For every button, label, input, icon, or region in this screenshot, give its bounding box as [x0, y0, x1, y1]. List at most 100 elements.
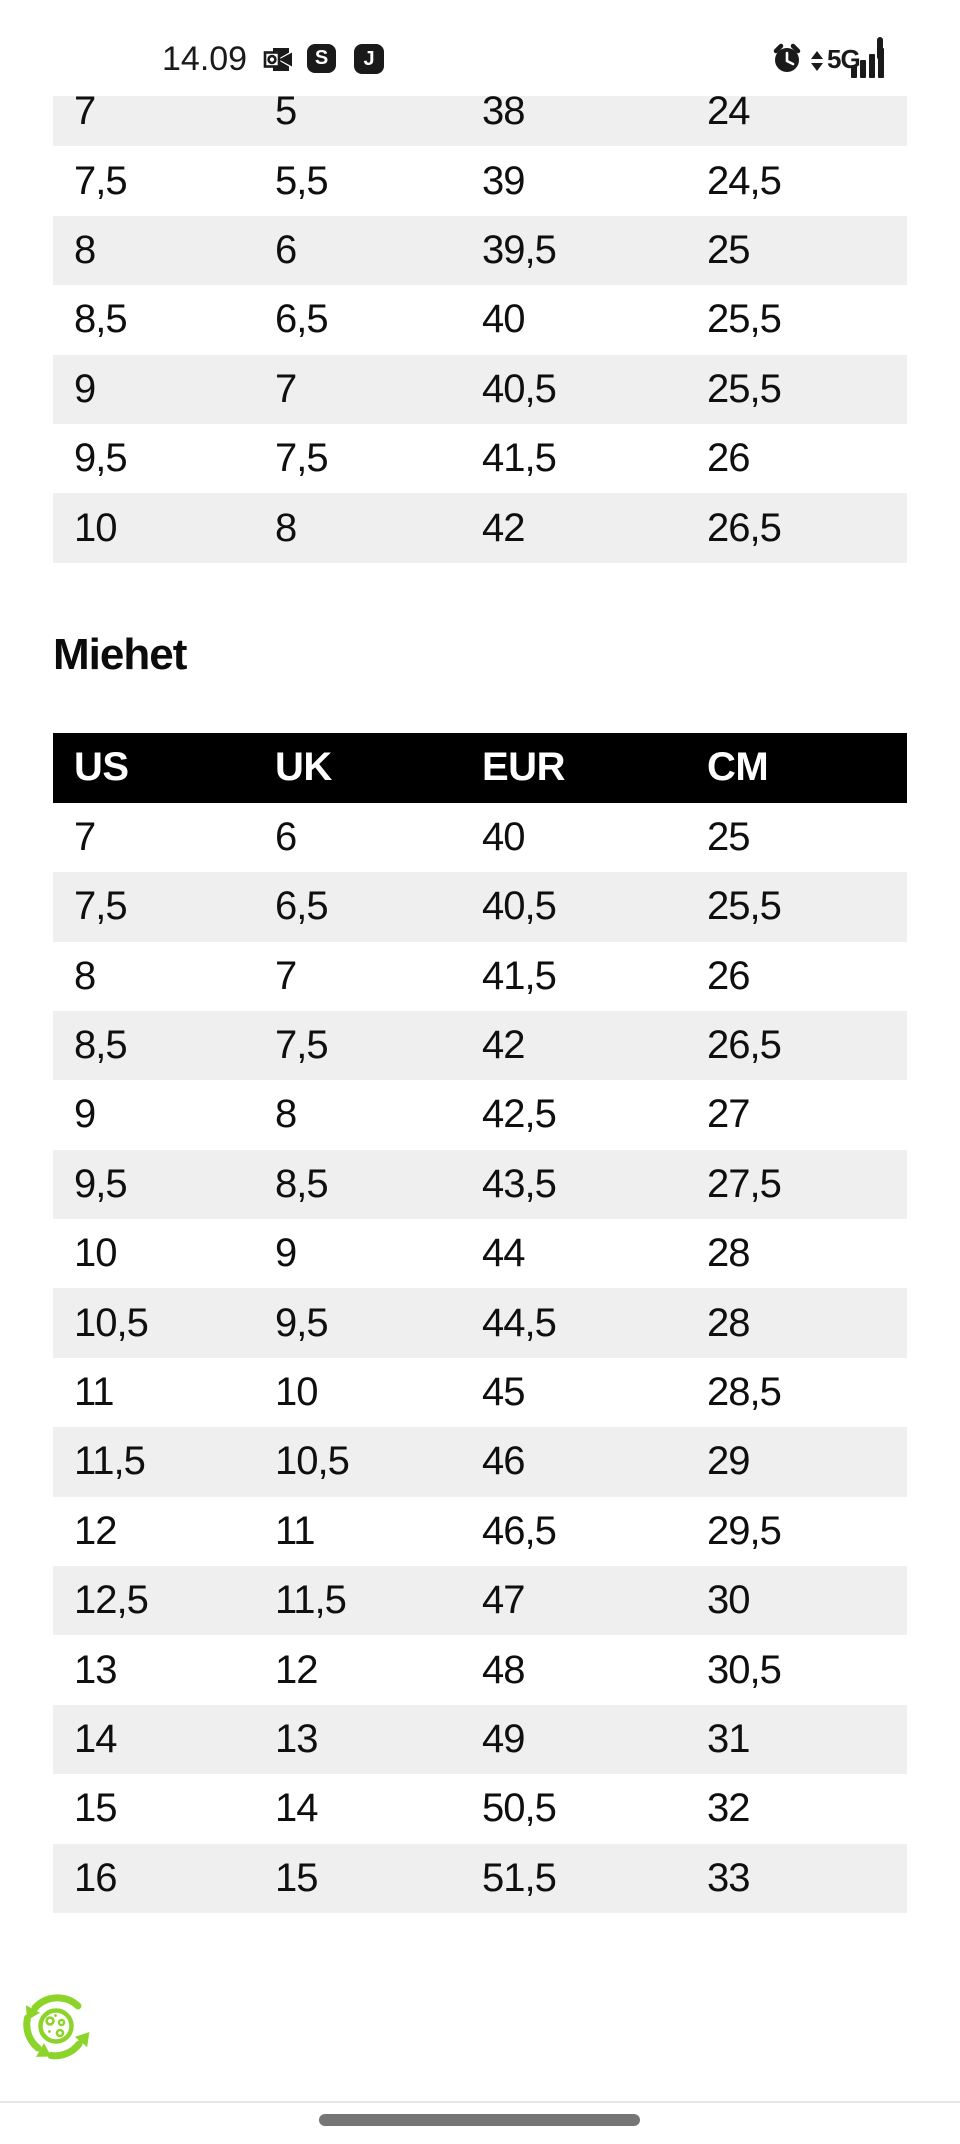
table-cell: 7,5	[74, 158, 128, 203]
table-cell: 6,5	[275, 297, 329, 342]
table-cell: 25	[707, 227, 751, 272]
table-cell: 28	[707, 1231, 751, 1276]
cookie-consent-icon[interactable]	[18, 1985, 94, 2065]
table-cell: 8	[74, 953, 96, 998]
table-row: 8 6 39,5 25	[53, 215, 907, 286]
alarm-icon	[772, 43, 802, 80]
table-cell: 5	[275, 89, 297, 134]
table-cell: 32	[707, 1786, 751, 1831]
table-cell: 33	[707, 1855, 751, 1900]
table-row: 7,5 5,5 39 24,5	[53, 146, 907, 215]
table-row: 10,5 9,5 44,5 28	[53, 1288, 907, 1358]
table-cell: 13	[74, 1647, 118, 1692]
table-cell: 26,5	[707, 1023, 782, 1068]
j-app-letter: J	[363, 47, 375, 70]
table-cell: 11	[74, 1370, 115, 1415]
status-bar: 14.09 S J 5G	[0, 0, 960, 96]
table-cell: 8,5	[275, 1161, 329, 1206]
table-cell: 9	[74, 1092, 96, 1137]
table-cell: 40	[482, 297, 526, 342]
table-cell: 11,5	[275, 1578, 347, 1623]
table-cell: 8,5	[74, 297, 128, 342]
table-cell: 28,5	[707, 1370, 782, 1415]
table-row: 8 7 41,5 26	[53, 942, 907, 1011]
table-cell: 26,5	[707, 505, 782, 550]
table-row: 9 8 42,5 27	[53, 1080, 907, 1149]
outlook-notification-icon	[262, 44, 294, 79]
table-row: 10 8 42 26,5	[53, 493, 907, 563]
table-cell: 50,5	[482, 1786, 557, 1831]
table-cell: 47	[482, 1578, 526, 1623]
table-cell: 40	[482, 814, 526, 859]
table-cell: 9,5	[74, 1161, 128, 1206]
table-row: 11,5 10,5 46 29	[53, 1427, 907, 1497]
table-cell: 6	[275, 227, 297, 272]
table-cell: 6	[275, 814, 297, 859]
table-cell: 7,5	[74, 884, 128, 929]
table-cell: 45	[482, 1370, 526, 1415]
table-cell: 14	[275, 1786, 319, 1831]
table-cell: 7	[275, 366, 297, 411]
table-cell: 6,5	[275, 884, 329, 929]
table-cell: 43,5	[482, 1161, 557, 1206]
table-cell: 44	[482, 1231, 526, 1276]
table-cell: 10	[74, 1231, 118, 1276]
table-cell: 26	[707, 436, 751, 481]
table-cell: 9	[74, 366, 96, 411]
table-cell: 14	[74, 1717, 118, 1761]
table-cell: 46,5	[482, 1508, 557, 1553]
table-cell: 8	[74, 227, 96, 272]
table-row: 8,5 6,5 40 25,5	[53, 285, 907, 354]
column-header-cm: CM	[686, 732, 907, 803]
table-row: 9 7 40,5 25,5	[53, 354, 907, 424]
table-cell: 26	[707, 953, 751, 998]
table-cell: 48	[482, 1647, 526, 1692]
j-app-notification-icon: J	[354, 44, 384, 74]
table-cell: 13	[275, 1717, 319, 1761]
table-cell: 7	[275, 953, 297, 998]
table-row: 15 14 50,5 32	[53, 1774, 907, 1843]
clock-time: 14.09	[162, 40, 248, 78]
table-cell: 10,5	[275, 1439, 350, 1484]
table-cell: 51,5	[482, 1855, 557, 1900]
table-cell: 10	[275, 1370, 319, 1415]
table-row: 13 12 48 30,5	[53, 1635, 907, 1704]
table-cell: 42,5	[482, 1092, 557, 1137]
table-cell: 40,5	[482, 884, 557, 929]
table-cell: 16	[74, 1855, 118, 1900]
table-cell: 15	[74, 1786, 118, 1831]
gesture-navigation-handle[interactable]	[319, 2114, 640, 2126]
table-cell: 49	[482, 1717, 526, 1761]
table-cell: 9	[275, 1231, 297, 1276]
table-row: 9,5 8,5 43,5 27,5	[53, 1149, 907, 1220]
table-row: 9,5 7,5 41,5 26	[53, 424, 907, 493]
table-cell: 41,5	[482, 953, 557, 998]
table-cell: 10,5	[74, 1300, 149, 1345]
table-cell: 30	[707, 1578, 751, 1623]
table-cell: 8	[275, 505, 297, 550]
table-row: 12 11 46,5 29,5	[53, 1497, 907, 1566]
table-cell: 24	[707, 89, 751, 134]
table-cell: 7,5	[275, 1023, 329, 1068]
table-row: 7 6 40 25	[53, 803, 907, 872]
column-header-eur: EUR	[461, 732, 686, 803]
table-cell: 42	[482, 505, 526, 550]
table-cell: 39,5	[482, 227, 557, 272]
table-row: 14 13 49 31	[53, 1704, 907, 1775]
table-cell: 31	[707, 1717, 751, 1761]
table-cell: 39	[482, 158, 526, 203]
table-cell: 12	[74, 1508, 118, 1553]
table-cell: 27,5	[707, 1161, 782, 1206]
battery-icon	[877, 37, 899, 60]
column-header-us: US	[53, 732, 254, 803]
table-cell: 25,5	[707, 366, 782, 411]
table-cell: 29	[707, 1439, 751, 1484]
table-cell: 46	[482, 1439, 526, 1484]
table-row: 8,5 7,5 42 26,5	[53, 1010, 907, 1081]
table-row: 12,5 11,5 47 30	[53, 1566, 907, 1636]
table-cell: 27	[707, 1092, 751, 1137]
s-app-notification-icon: S	[307, 44, 336, 73]
table-cell: 7	[74, 89, 96, 134]
table-cell: 5,5	[275, 158, 329, 203]
signal-bars-icon	[851, 48, 891, 78]
